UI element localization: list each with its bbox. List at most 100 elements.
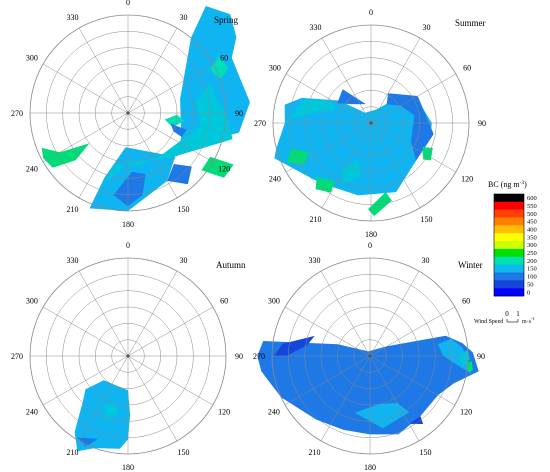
legend-swatch-5 <box>494 233 524 242</box>
angle-label-270: 270 <box>11 352 23 361</box>
contour-patches <box>74 380 131 452</box>
grid-spoke <box>78 112 129 199</box>
grid-spoke <box>285 73 372 124</box>
grid-spoke <box>369 355 420 442</box>
angle-label-30: 30 <box>423 23 431 32</box>
angle-label-270: 270 <box>254 119 266 128</box>
angle-label-270: 270 <box>253 352 265 361</box>
legend-swatch-8 <box>494 256 524 265</box>
origin-dot <box>368 354 372 358</box>
grid-spoke <box>285 122 372 173</box>
contour-patch-5 <box>286 148 309 165</box>
panel-title: Summer <box>455 18 486 28</box>
legend-swatch-1 <box>494 201 524 210</box>
legend-swatch-10 <box>494 272 524 281</box>
angle-label-300: 300 <box>26 297 38 306</box>
angle-label-120: 120 <box>460 408 472 417</box>
legend-swatch-0 <box>494 194 524 203</box>
grid-spoke <box>369 306 456 357</box>
grid-spoke <box>127 27 178 114</box>
grid-spoke <box>370 73 457 124</box>
angle-label-240: 240 <box>26 165 38 174</box>
contour-patch-2 <box>354 402 410 429</box>
angle-label-210: 210 <box>309 448 321 457</box>
grid-spoke <box>320 270 371 357</box>
legend-frame <box>493 193 525 297</box>
legend-tick-250: 250 <box>527 250 537 257</box>
contour-patch-3 <box>458 349 470 366</box>
grid-spoke <box>78 355 129 442</box>
grid-spoke <box>127 355 214 406</box>
angle-label-90: 90 <box>235 109 243 118</box>
contour-patch-4 <box>41 143 90 168</box>
grid-spoke <box>42 306 129 357</box>
legend: BC (ng m-3) 6005505004504003503002502001… <box>488 180 537 297</box>
contour-patch-5 <box>201 156 234 178</box>
angle-label-300: 300 <box>26 54 38 63</box>
contour-patch-2 <box>164 114 185 128</box>
legend-tick-200: 200 <box>527 258 537 265</box>
angle-label-270: 270 <box>11 109 23 118</box>
contour-patch-2 <box>77 437 98 447</box>
contour-patch-6 <box>409 416 424 424</box>
legend-swatch-3 <box>494 217 524 226</box>
grid-spoke <box>369 270 420 357</box>
panel-title: Spring <box>214 15 239 25</box>
angle-label-60: 60 <box>220 54 228 63</box>
contour-patch-0 <box>257 335 479 435</box>
angle-label-0: 0 <box>368 241 372 250</box>
origin-dot <box>126 354 130 358</box>
polar-panel-winter: 0 30 60 90 120 150 180 210 240 270 300 330 Winter <box>253 241 485 472</box>
contour-patch-5 <box>274 335 315 356</box>
angle-label-300: 300 <box>269 64 281 73</box>
grid-spoke <box>284 306 371 357</box>
grid-spoke <box>321 122 372 209</box>
legend-tick-350: 350 <box>527 234 537 241</box>
grid-spoke <box>127 306 214 357</box>
contour-patch-0 <box>74 380 131 452</box>
angle-label-180: 180 <box>365 230 377 239</box>
grid-spoke <box>127 112 178 199</box>
polar-panels: 0 30 60 90 120 150 180 210 240 270 300 330 Spring 0 30… <box>11 0 486 472</box>
grid-spoke <box>284 355 371 406</box>
angle-label-330: 330 <box>67 256 79 265</box>
grid-spoke <box>127 112 214 163</box>
angle-label-90: 90 <box>477 352 485 361</box>
contour-patch-1 <box>101 82 233 185</box>
contour-patches <box>41 6 250 211</box>
grid-spoke <box>321 37 372 124</box>
polar-grid <box>29 14 227 212</box>
origin-dot <box>369 121 373 125</box>
legend-tick-50: 50 <box>527 281 534 288</box>
legend-tick-400: 400 <box>527 227 537 234</box>
angle-label-0: 0 <box>126 241 130 250</box>
angle-label-120: 120 <box>218 165 230 174</box>
contour-patch-7 <box>167 164 192 185</box>
legend-swatch-6 <box>494 241 524 250</box>
angle-label-300: 300 <box>268 297 280 306</box>
angle-label-90: 90 <box>478 119 486 128</box>
legend-tick-300: 300 <box>527 242 537 249</box>
grid-spoke <box>127 270 178 357</box>
panel-title: Autumn <box>216 260 246 270</box>
angle-label-150: 150 <box>178 448 190 457</box>
legend-title: BC (ng m-3) <box>488 180 527 189</box>
angle-label-60: 60 <box>462 297 470 306</box>
angle-label-330: 330 <box>309 256 321 265</box>
contour-patch-2 <box>342 159 362 184</box>
angle-label-0: 0 <box>369 8 373 17</box>
origin-dot <box>126 111 130 115</box>
panel-title: Winter <box>458 260 483 270</box>
grid-spoke <box>42 355 129 406</box>
grid-spoke <box>42 63 129 114</box>
contour-patch-0 <box>89 6 250 211</box>
grid-spoke <box>127 355 178 442</box>
polar-grid <box>272 24 470 222</box>
legend-tick-550: 550 <box>527 203 537 210</box>
angle-label-240: 240 <box>269 175 281 184</box>
angle-label-0: 0 <box>126 0 130 7</box>
angle-label-210: 210 <box>67 448 79 457</box>
grid-spoke <box>127 63 214 114</box>
angle-label-150: 150 <box>178 205 190 214</box>
